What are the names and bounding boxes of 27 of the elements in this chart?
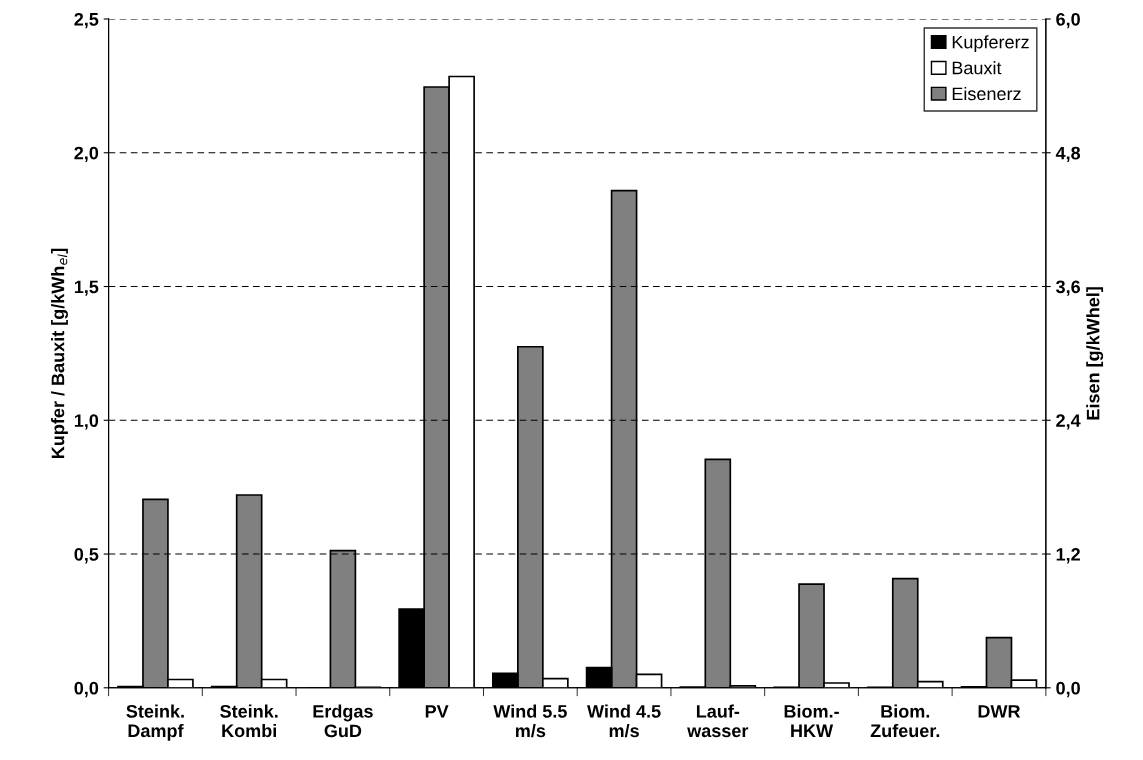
- legend-label: Kupfererz: [952, 35, 1029, 53]
- y2-tick-label: 2,4: [1056, 414, 1081, 430]
- y2-tick-label: 3,6: [1055, 280, 1081, 296]
- x-tick-label: PV: [425, 705, 449, 718]
- x-tick-label: Biom.- HKW: [784, 704, 839, 737]
- y-tick-label: 0,0: [74, 681, 99, 698]
- y2-tick-label: 0,0: [1056, 681, 1080, 698]
- y-tick-label: 0,5: [74, 547, 99, 564]
- x-tick-label: Erdgas GuD: [313, 704, 373, 738]
- y-tick-label: 1,5: [74, 280, 99, 296]
- y-axis-title: Kupfer / Bauxit [g/kWh$_{el}$]: [51, 248, 68, 458]
- y-tick-label: 2,5: [74, 12, 99, 29]
- x-tick-label: Steink. Kombi: [220, 704, 278, 738]
- x-tick-label: Lauf- wasser: [687, 704, 749, 738]
- y2-axis-title: Eisen [g/kWhel]: [1086, 287, 1104, 420]
- legend-label: Eisenerz: [952, 86, 1021, 101]
- x-tick-label: Biom. Zufeuer.: [870, 704, 940, 738]
- y-tick-label: 2,0: [74, 146, 99, 163]
- y2-tick-label: 6,0: [1056, 12, 1080, 29]
- x-tick-label: DWR: [978, 705, 1021, 718]
- x-tick-label: Steink. Dampf: [126, 704, 184, 741]
- x-tick-label: Wind 5.5 m/s: [493, 704, 567, 738]
- legend-label: Bauxit: [952, 61, 1002, 75]
- y-tick-label: 1,0: [74, 414, 99, 430]
- x-tick-label: Wind 4.5 m/s: [587, 704, 661, 738]
- y2-tick-label: 1,2: [1056, 547, 1080, 564]
- y2-tick-label: 4,8: [1055, 146, 1081, 163]
